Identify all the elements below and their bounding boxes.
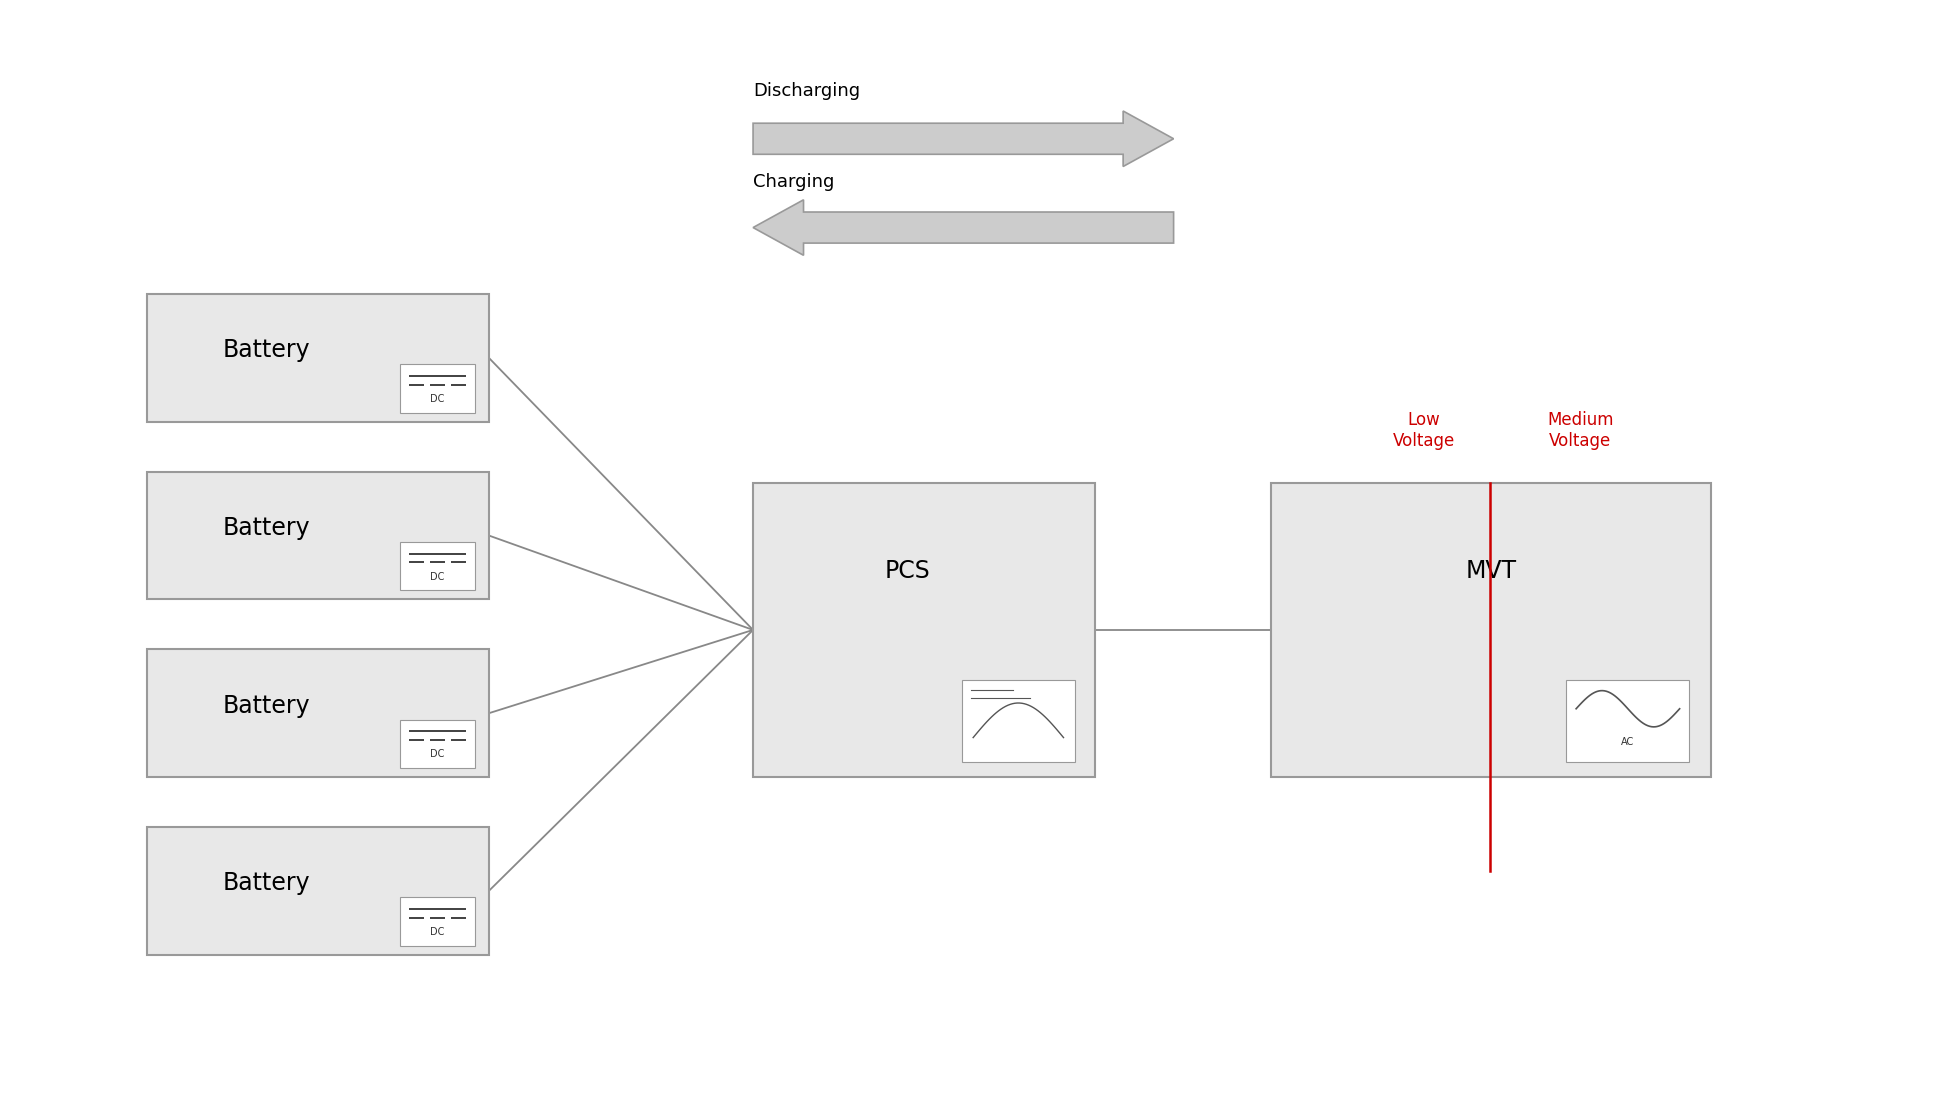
Bar — [147, 827, 489, 955]
Text: Battery: Battery — [223, 339, 311, 362]
Text: MVT: MVT — [1464, 559, 1517, 583]
Text: DC: DC — [430, 394, 444, 404]
Bar — [399, 364, 475, 413]
Polygon shape — [753, 111, 1173, 166]
Bar — [399, 542, 475, 591]
Text: Charging: Charging — [753, 173, 835, 191]
Bar — [1271, 483, 1711, 777]
Polygon shape — [753, 200, 1173, 255]
Text: AC: AC — [1621, 737, 1634, 747]
Text: PCS: PCS — [884, 559, 929, 583]
Bar — [399, 719, 475, 768]
Bar — [399, 897, 475, 946]
Text: Discharging: Discharging — [753, 82, 860, 100]
Text: DC: DC — [430, 572, 444, 582]
Bar — [147, 649, 489, 777]
Text: Battery: Battery — [223, 871, 311, 895]
Bar — [147, 294, 489, 422]
Text: Low
Voltage: Low Voltage — [1392, 411, 1455, 450]
Text: Battery: Battery — [223, 694, 311, 717]
Bar — [1566, 680, 1689, 763]
Bar — [962, 680, 1075, 763]
Bar — [753, 483, 1095, 777]
Bar — [147, 472, 489, 599]
Text: Medium
Voltage: Medium Voltage — [1546, 411, 1613, 450]
Text: DC: DC — [430, 749, 444, 759]
Text: DC: DC — [430, 927, 444, 937]
Text: Battery: Battery — [223, 516, 311, 539]
